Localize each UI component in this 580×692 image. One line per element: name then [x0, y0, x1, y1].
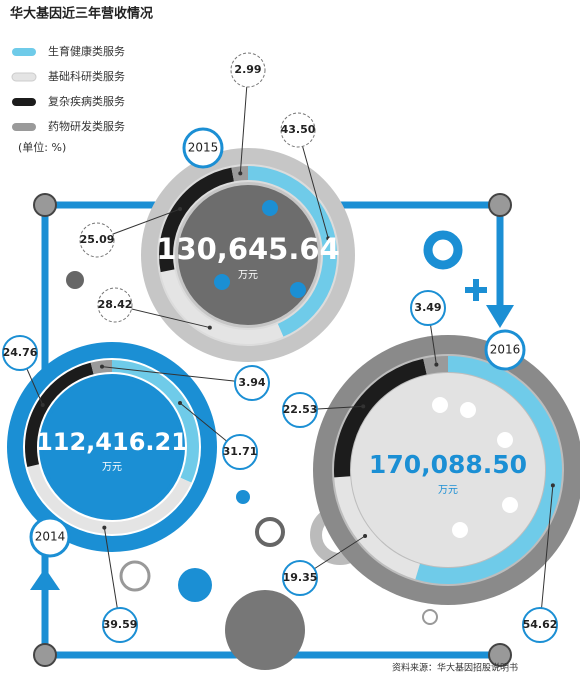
label-bubble	[79, 222, 115, 258]
leader-dot	[40, 402, 45, 407]
year: 2015	[188, 141, 219, 155]
value-label: 31.71	[223, 445, 258, 458]
inner-disc	[351, 373, 545, 567]
leader-dot	[434, 362, 439, 367]
decor-dot	[262, 200, 278, 216]
year-badge	[29, 516, 71, 558]
leader-line	[101, 366, 253, 384]
value-label: 39.59	[103, 618, 138, 631]
label-bubble	[410, 290, 446, 326]
label-bubble	[230, 52, 266, 88]
inner-disc	[178, 185, 318, 325]
year-badge	[484, 329, 526, 371]
total-unit: 万元	[438, 485, 458, 496]
legend-label: 复杂疾病类服务	[48, 94, 125, 108]
value-label: 2.99	[234, 63, 261, 76]
total: 130,645.64	[156, 232, 339, 266]
legend-swatch	[11, 72, 37, 82]
decorations	[66, 230, 487, 670]
decor-dot	[497, 432, 513, 448]
decor-dot	[502, 497, 518, 513]
label-bubble	[97, 287, 133, 323]
arrow	[30, 568, 60, 590]
total: 170,088.50	[369, 450, 527, 479]
leader-dot	[99, 364, 104, 369]
leader-dot	[550, 483, 555, 488]
total-unit: 万元	[102, 462, 122, 473]
total-unit: 万元	[238, 270, 258, 281]
arrow	[486, 305, 514, 328]
value-label: 19.35	[283, 571, 318, 584]
label-bubble	[102, 607, 138, 643]
year-badge	[182, 127, 224, 169]
label-bubble	[522, 607, 558, 643]
joints	[33, 193, 512, 667]
legend-swatch	[12, 98, 36, 106]
value-label: 3.94	[238, 376, 265, 389]
decor-dot	[432, 397, 448, 413]
label-bubble	[234, 365, 270, 401]
leader-dot	[178, 207, 183, 212]
leader-dot	[238, 171, 243, 176]
label-bubble	[2, 335, 38, 371]
legend-label: 基础科研类服务	[48, 69, 125, 83]
leader-dot	[361, 404, 366, 409]
leader-line	[539, 485, 554, 626]
label-bubble	[222, 434, 258, 470]
year: 2016	[490, 343, 521, 357]
label-bubble	[282, 560, 318, 596]
value-label: 25.09	[80, 233, 115, 246]
legend-label: 药物研发类服务	[48, 119, 125, 133]
value-label: 22.53	[283, 403, 318, 416]
decor-dot	[290, 282, 306, 298]
total: 112,416.21	[36, 428, 188, 456]
value-label: 43.50	[281, 123, 316, 136]
leader-dot	[326, 236, 331, 241]
label-bubble	[282, 392, 318, 428]
leader-dot	[177, 400, 182, 405]
value-label: 28.42	[98, 298, 133, 311]
decor-dot	[452, 522, 468, 538]
decor-dot	[460, 402, 476, 418]
leader-dot	[102, 525, 107, 530]
leader-dot	[207, 325, 212, 330]
decor-dot	[214, 274, 230, 290]
label-bubble	[280, 112, 316, 148]
value-label: 54.62	[523, 618, 558, 631]
legend-swatch	[12, 123, 36, 131]
year: 2014	[35, 530, 66, 544]
title: 华大基因近三年营收情况	[10, 6, 153, 22]
legend-swatch	[12, 48, 36, 56]
leader-dot	[363, 534, 368, 539]
legend-label: 生育健康类服务	[48, 44, 125, 58]
source: 资料来源：华大基因招股说明书	[392, 662, 518, 674]
value-label: 3.49	[414, 301, 441, 314]
value-label: 24.76	[3, 346, 38, 359]
leader-line	[297, 129, 329, 239]
inner-disc	[43, 378, 181, 516]
unit: (单位: %)	[18, 140, 66, 154]
